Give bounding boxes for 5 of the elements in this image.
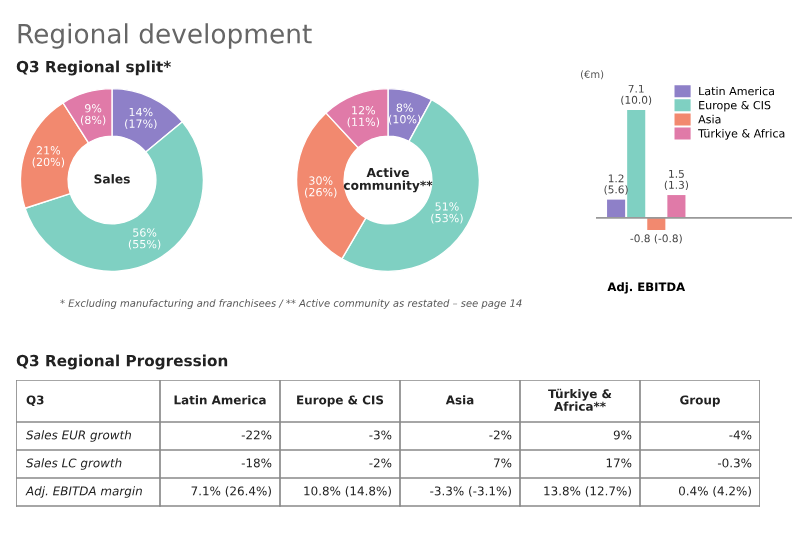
bar [647, 217, 666, 230]
bar [667, 195, 686, 218]
bar [627, 110, 646, 218]
text: Regional development [18, 23, 312, 49]
bar [607, 199, 626, 218]
